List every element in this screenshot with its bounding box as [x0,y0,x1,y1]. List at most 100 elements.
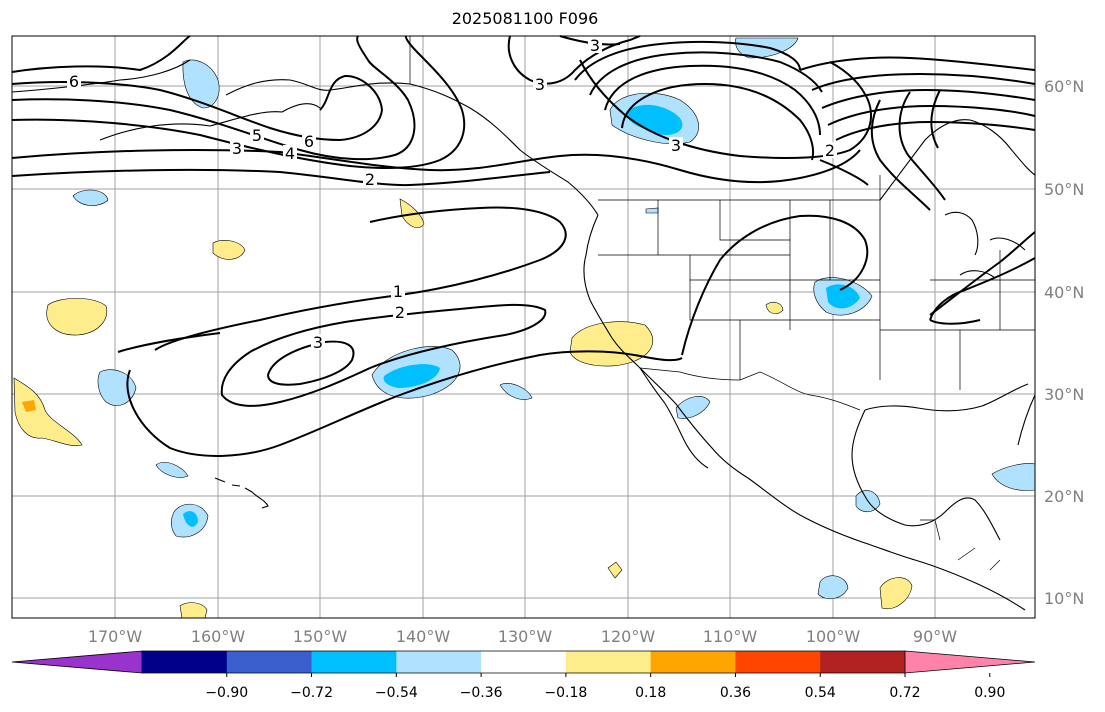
contour-line [929,231,1036,316]
negative-anomaly-region [675,396,711,419]
latitude-label: 20°N [1044,487,1084,506]
longitude-labels: 170°W 160°W 150°W 140°W 130°W 120°W 110°W 100°W… [88,627,957,646]
negative-anomaly-region [97,369,137,406]
contour-label-bg [823,142,837,158]
contour-label: 2 [825,141,835,160]
map-frame [11,35,1036,619]
contour-line [819,159,869,186]
contour-line [929,257,1036,321]
contour-lines [11,35,1036,457]
colorbar-tick-label: −0.72 [290,685,333,701]
contour-label: 6 [304,132,314,151]
positive-anomaly-core [22,400,36,412]
contour-line [835,120,1036,141]
coastlines [11,59,1036,611]
contour-label-bg [393,304,407,320]
colorbar-segment [735,651,821,673]
latitude-label: 50°N [1044,180,1084,199]
contour-label-bg [533,76,547,92]
latitude-label: 60°N [1044,77,1084,96]
colorbar-tick-label: −0.36 [460,685,503,701]
colorbar-tick-label: −0.18 [544,685,587,701]
colorbar-tick-label: −0.54 [375,685,418,701]
colorbar-tick-label: 0.72 [889,685,920,701]
contour-line [811,72,1036,91]
colorbar-tick-label: 0.18 [635,685,666,701]
contour-label-bg [250,127,264,143]
negative-anomaly-region [645,207,659,214]
contour-label: 2 [365,170,375,189]
contour-label-bg [230,140,244,156]
contour-line [117,332,221,353]
negative-anomaly-region [182,59,220,109]
contour-line [154,206,567,351]
longitude-label: 140°W [396,627,451,646]
contour-label: 3 [232,139,242,158]
positive-anomaly-region [46,298,108,336]
negative-anomaly-core [826,284,860,309]
longitude-label: 170°W [88,627,143,646]
contour-label: 4 [285,144,295,163]
longitude-label: 120°W [601,627,656,646]
map-title: 2025081100 F096 [451,9,599,28]
contour-label: 2 [395,303,405,322]
contour-label-bg [363,171,377,187]
anomaly-shading [13,37,1036,619]
colorbar-tick-label: 0.90 [974,685,1005,701]
colorbar-tick-labels: −0.90 −0.72 −0.54 −0.36 −0.18 0.18 0.36 0.54 0.7… [205,673,1005,701]
positive-anomaly-region [607,561,623,579]
longitude-label: 100°W [806,627,861,646]
map-background [12,36,1035,618]
colorbar [11,650,1036,674]
colorbar-segment [820,651,906,673]
colorbar-segment [396,651,482,673]
colorbar-segment [142,651,228,673]
contour-line [574,40,801,81]
contour-line [827,104,1036,126]
negative-anomaly-region [155,462,189,478]
contour-label: 3 [671,136,681,155]
contour-line [821,88,1036,109]
contour-label-bg [391,283,405,299]
colorbar-tick-label: 0.54 [805,685,836,701]
colorbar-segment [226,651,313,673]
negative-anomaly-region [72,189,109,206]
longitude-label: 150°W [293,627,348,646]
contour-label: 3 [313,333,323,352]
negative-anomaly-region [817,575,849,600]
contour-label-bg [669,137,683,153]
negative-anomaly-core [383,364,440,388]
contour-line [898,91,946,201]
contour-line [220,303,547,407]
colorbar-segment [650,651,736,673]
contour-line [11,168,551,187]
contour-line [799,56,1036,71]
positive-anomaly-region [879,577,913,610]
colorbar-tick-label: 0.36 [720,685,751,701]
contour-line [266,340,355,386]
longitude-label: 90°W [913,627,957,646]
positive-anomaly-region [179,602,208,619]
contour-line [11,35,191,73]
contour-label-bg [311,334,325,350]
negative-anomaly-core [183,511,198,527]
contour-line [11,149,861,184]
contour-line [11,35,416,161]
contour-label: 1 [393,282,403,301]
contour-line [621,82,815,161]
contour-line [681,214,869,356]
contour-line [579,59,872,159]
contour-line [870,99,931,211]
positive-anomaly-region [13,377,83,446]
contour-line [11,35,466,169]
longitude-label: 160°W [191,627,246,646]
contour-label-bg [283,145,297,161]
colorbar-segment [565,651,652,673]
colorbar-segment [311,651,397,673]
longitude-label: 110°W [703,627,758,646]
political-boundaries [409,36,1035,571]
contour-label-bg [302,133,316,149]
contour-label: 3 [535,75,545,94]
contour-line [507,35,641,85]
